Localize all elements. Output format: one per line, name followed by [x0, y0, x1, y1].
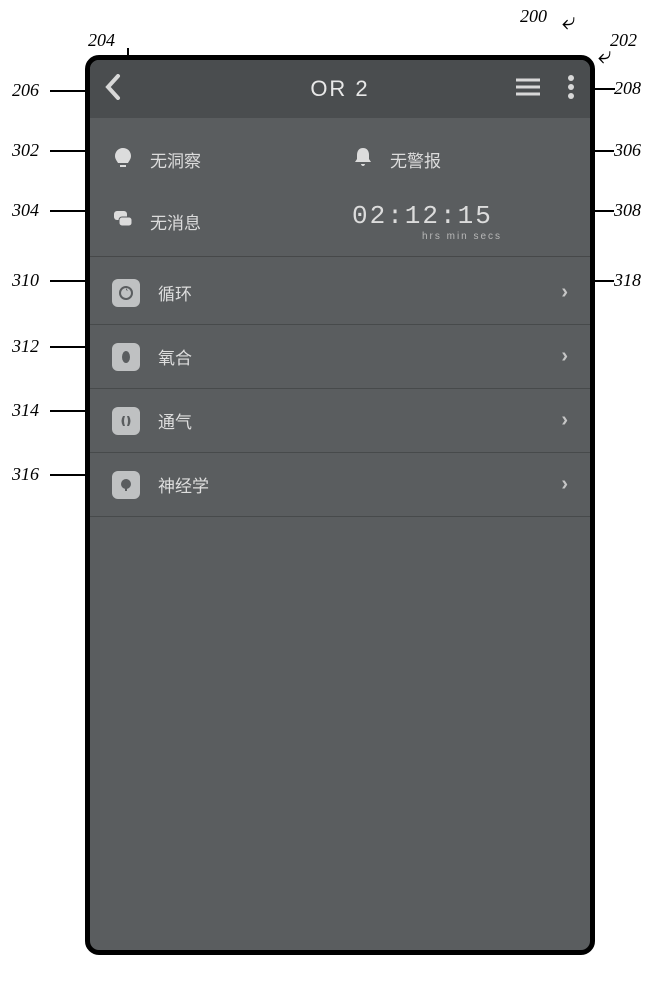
row-oxygenation[interactable]: 氧合 ›	[90, 325, 590, 389]
chat-icon	[112, 208, 134, 235]
back-icon[interactable]	[104, 74, 124, 105]
callout-308: 308	[614, 200, 641, 221]
time-units: hrs min secs	[352, 231, 572, 242]
chevron-right-icon: ›	[561, 345, 568, 368]
chevron-right-icon: ›	[561, 473, 568, 496]
callout-306: 306	[614, 140, 641, 161]
callout-314: 314	[12, 400, 39, 421]
status-message-label: 无消息	[150, 209, 201, 234]
lightbulb-icon	[112, 146, 134, 173]
callout-208: 208	[614, 78, 641, 99]
category-list: 循环 › 氧合 › 通气 › 神经学	[90, 261, 590, 517]
callout-202: 202	[610, 30, 637, 51]
callout-204: 204	[88, 30, 115, 51]
row-ventilation[interactable]: 通气 ›	[90, 389, 590, 453]
row-label: 氧合	[158, 344, 192, 369]
curly-202: ⤶	[598, 42, 611, 70]
ventilation-icon	[112, 407, 140, 435]
row-circulation[interactable]: 循环 ›	[90, 261, 590, 325]
settings-icon[interactable]	[566, 74, 576, 105]
callout-316: 316	[12, 464, 39, 485]
callout-302: 302	[12, 140, 39, 161]
callout-206: 206	[12, 80, 39, 101]
row-label: 神经学	[158, 472, 209, 497]
status-insight[interactable]: 无洞察	[112, 128, 342, 190]
row-label: 循环	[158, 280, 192, 305]
status-alarm-label: 无警报	[390, 147, 441, 172]
bell-icon	[352, 146, 374, 173]
oxygenation-icon	[112, 343, 140, 371]
app-body: 无洞察 无警报 无消息 02:12:15 hrs min secs	[90, 118, 590, 517]
neurology-icon	[112, 471, 140, 499]
callout-310: 310	[12, 270, 39, 291]
status-message[interactable]: 无消息	[112, 190, 342, 252]
menu-icon[interactable]	[516, 78, 540, 101]
callout-318: 318	[614, 270, 641, 291]
divider	[90, 256, 590, 257]
status-insight-label: 无洞察	[150, 147, 201, 172]
status-alarm[interactable]: 无警报	[342, 128, 572, 190]
chevron-right-icon: ›	[561, 409, 568, 432]
chevron-right-icon: ›	[561, 281, 568, 304]
status-grid: 无洞察 无警报 无消息 02:12:15 hrs min secs	[90, 128, 590, 252]
status-time: 02:12:15 hrs min secs	[342, 190, 572, 252]
callout-200: 200	[520, 6, 547, 27]
callout-312: 312	[12, 336, 39, 357]
app-header: OR 2	[90, 60, 590, 118]
callout-304: 304	[12, 200, 39, 221]
circulation-icon	[112, 279, 140, 307]
page-title: OR 2	[310, 76, 369, 102]
curly-200: ⤶	[562, 8, 575, 36]
row-neurology[interactable]: 神经学 ›	[90, 453, 590, 517]
row-label: 通气	[158, 408, 192, 433]
phone-frame: OR 2 无洞察 无警报	[85, 55, 595, 955]
time-value: 02:12:15	[352, 201, 493, 231]
